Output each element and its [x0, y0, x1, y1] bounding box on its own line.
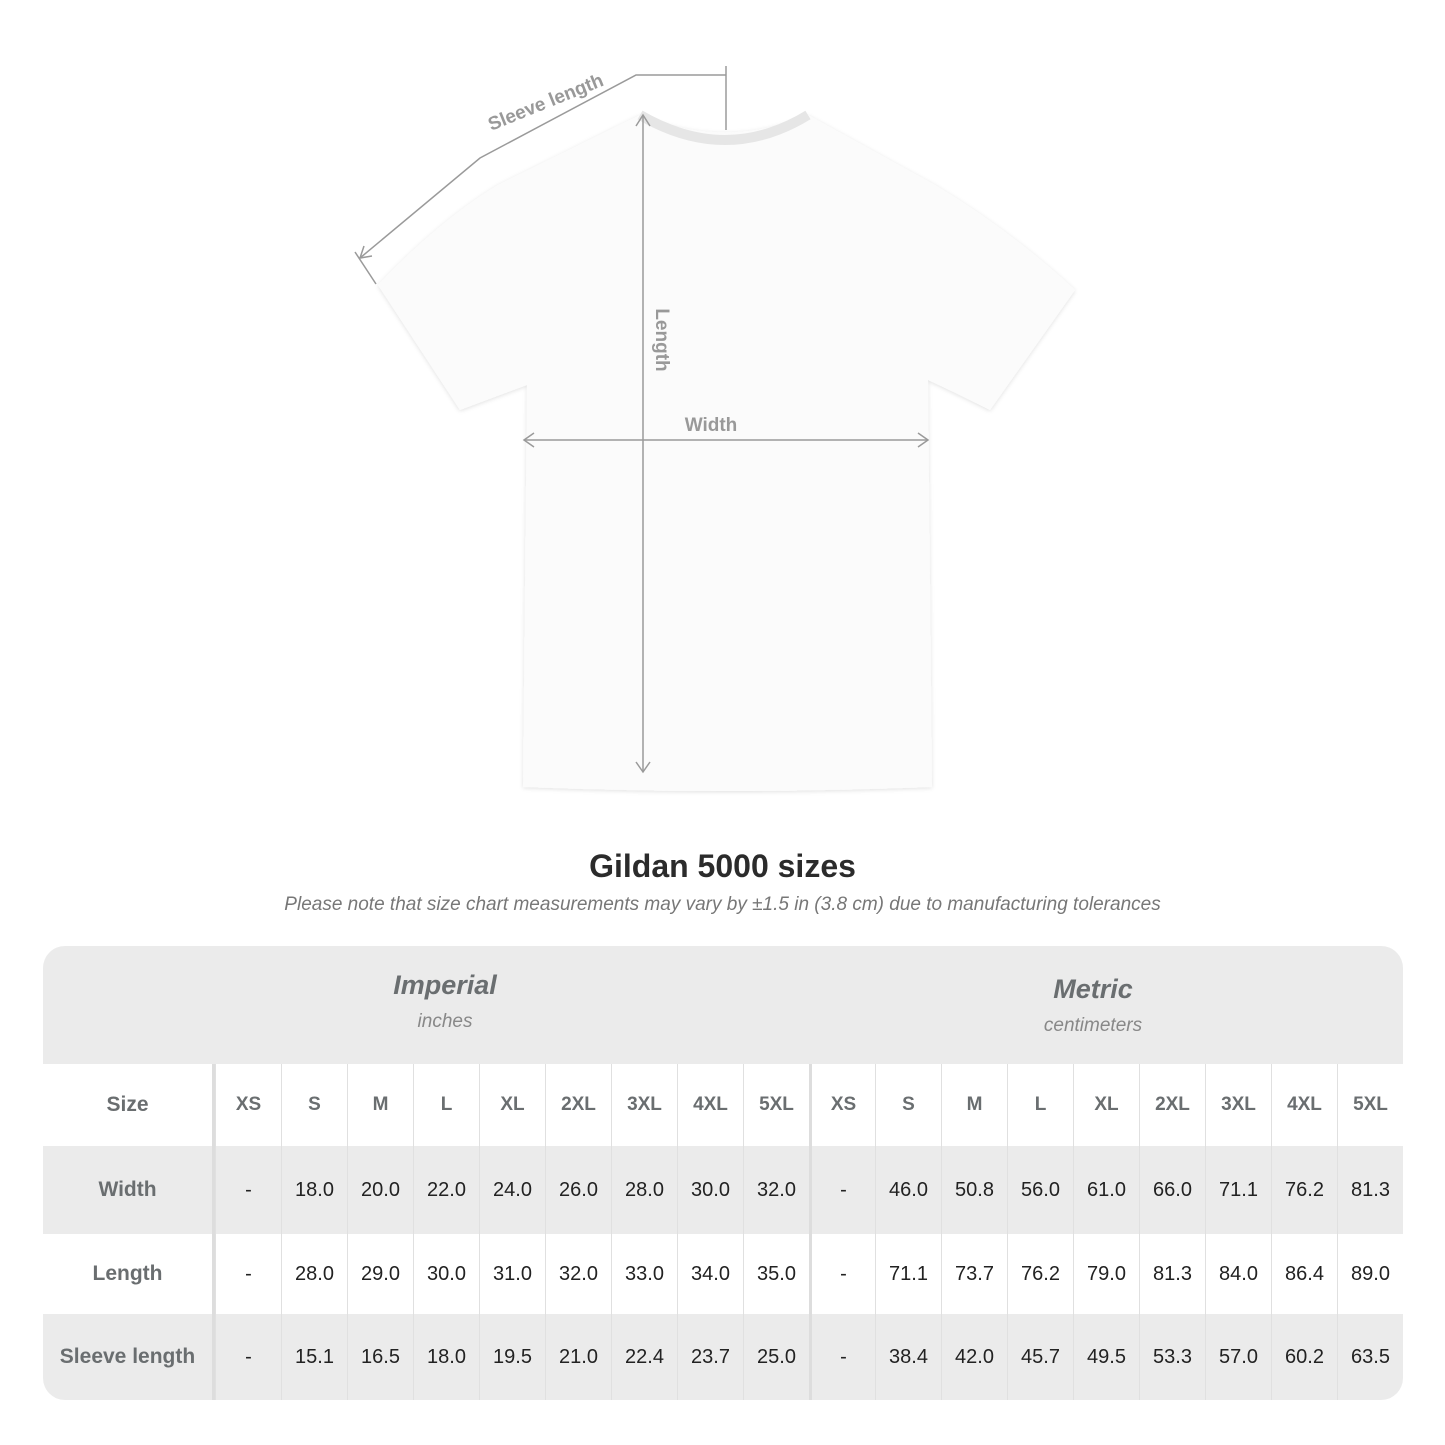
tshirt-shape — [378, 115, 1075, 791]
table-cell: 86.4 — [1271, 1234, 1337, 1314]
table-cell: 42.0 — [941, 1314, 1007, 1400]
table-cell: - — [215, 1314, 281, 1400]
row-label: Size — [43, 1064, 215, 1146]
size-header-cell: 4XL — [677, 1064, 743, 1146]
table-cell: 28.0 — [281, 1234, 347, 1314]
size-header-cell: XS — [809, 1064, 875, 1146]
size-header-cell: 2XL — [1139, 1064, 1205, 1146]
table-cell: 29.0 — [347, 1234, 413, 1314]
size-header-cell: 3XL — [1205, 1064, 1271, 1146]
table-cell: 57.0 — [1205, 1314, 1271, 1400]
size-header-cell: 2XL — [545, 1064, 611, 1146]
table-cell: 60.2 — [1271, 1314, 1337, 1400]
table-cell: 53.3 — [1139, 1314, 1205, 1400]
table-cell: 19.5 — [479, 1314, 545, 1400]
table-cell: 66.0 — [1139, 1146, 1205, 1234]
tolerance-note: Please note that size chart measurements… — [284, 894, 1161, 915]
table-cell: - — [809, 1234, 875, 1314]
table-cell: 81.3 — [1139, 1234, 1205, 1314]
table-cell: 25.0 — [743, 1314, 809, 1400]
table-cell: 15.1 — [281, 1314, 347, 1400]
table-cell: 56.0 — [1007, 1146, 1073, 1234]
page-title: Gildan 5000 sizes — [589, 848, 856, 884]
size-header-cell: 5XL — [743, 1064, 809, 1146]
size-header-cell: XS — [215, 1064, 281, 1146]
table-cell: - — [809, 1146, 875, 1234]
imperial-title: Imperial — [393, 970, 497, 1000]
row-label: Length — [43, 1234, 215, 1314]
tshirt-diagram: Sleeve length Length Width — [354, 66, 1075, 791]
imperial-header: Imperial inches — [43, 970, 847, 1033]
table-cell: 71.1 — [875, 1234, 941, 1314]
size-header-cell: S — [281, 1064, 347, 1146]
size-header-row: Size XS S M L XL 2XL 3XL 4XL 5XL XS S M L XL 2XL 3XL 4XL 5… — [43, 1064, 1403, 1146]
table-cell: 34.0 — [677, 1234, 743, 1314]
table-cell: 16.5 — [347, 1314, 413, 1400]
table-row: Length -28.0 29.0 30.0 31.0 32.0 33.0 34.0 35.0-… — [43, 1234, 1403, 1314]
table-cell: 28.0 — [611, 1146, 677, 1234]
length-label: Length — [651, 308, 672, 371]
table-cell: 76.2 — [1271, 1146, 1337, 1234]
table-cell: 35.0 — [743, 1234, 809, 1314]
size-header-cell: XL — [479, 1064, 545, 1146]
table-cell: 81.3 — [1337, 1146, 1403, 1234]
table-cell: - — [809, 1314, 875, 1400]
table-cell: 22.4 — [611, 1314, 677, 1400]
size-header-cell: S — [875, 1064, 941, 1146]
size-header-cell: 3XL — [611, 1064, 677, 1146]
table-cell: 26.0 — [545, 1146, 611, 1234]
table-cell: 84.0 — [1205, 1234, 1271, 1314]
table-cell: 45.7 — [1007, 1314, 1073, 1400]
table-cell: 61.0 — [1073, 1146, 1139, 1234]
row-label: Width — [43, 1146, 215, 1234]
size-header-cell: L — [1007, 1064, 1073, 1146]
width-label: Width — [685, 415, 738, 436]
size-header-cell: 5XL — [1337, 1064, 1403, 1146]
metric-header: Metric centimeters — [809, 974, 1377, 1037]
table-cell: 30.0 — [677, 1146, 743, 1234]
table-row: Width -18.0 20.0 22.0 24.0 26.0 28.0 30.0 32.0-4… — [43, 1146, 1403, 1234]
table-cell: 71.1 — [1205, 1146, 1271, 1234]
table-cell: 31.0 — [479, 1234, 545, 1314]
table-cell: 20.0 — [347, 1146, 413, 1234]
table-cell: 32.0 — [743, 1146, 809, 1234]
row-label: Sleeve length — [43, 1314, 215, 1400]
table-cell: 21.0 — [545, 1314, 611, 1400]
table-cell: 23.7 — [677, 1314, 743, 1400]
sleeve-line — [359, 74, 726, 259]
table-cell: 50.8 — [941, 1146, 1007, 1234]
size-header-cell: XL — [1073, 1064, 1139, 1146]
table-cell: 30.0 — [413, 1234, 479, 1314]
table-cell: 76.2 — [1007, 1234, 1073, 1314]
table-cell: 24.0 — [479, 1146, 545, 1234]
table-cell: - — [215, 1146, 281, 1234]
table-cell: 73.7 — [941, 1234, 1007, 1314]
table-cell: 79.0 — [1073, 1234, 1139, 1314]
size-header-cell: 4XL — [1271, 1064, 1337, 1146]
table-cell: 63.5 — [1337, 1314, 1403, 1400]
imperial-unit: inches — [417, 1011, 473, 1032]
metric-title: Metric — [1053, 974, 1133, 1004]
table-cell: 49.5 — [1073, 1314, 1139, 1400]
table-cell: 18.0 — [413, 1314, 479, 1400]
metric-unit: centimeters — [1043, 1015, 1143, 1036]
table-cell: 89.0 — [1337, 1234, 1403, 1314]
sleeve-length-label: Sleeve length — [485, 70, 606, 135]
table-cell: - — [215, 1234, 281, 1314]
table-cell: 38.4 — [875, 1314, 941, 1400]
table-row: Sleeve length -15.1 16.5 18.0 19.5 21.0 22.4 23… — [43, 1314, 1403, 1400]
table-cell: 18.0 — [281, 1146, 347, 1234]
unit-header: Imperial inches Metric centimeters — [43, 946, 1403, 1064]
size-header-cell: M — [941, 1064, 1007, 1146]
table-cell: 33.0 — [611, 1234, 677, 1314]
size-header-cell: L — [413, 1064, 479, 1146]
table-cell: 46.0 — [875, 1146, 941, 1234]
size-header-cell: M — [347, 1064, 413, 1146]
size-table: Imperial inches Metric centimeters Size X… — [43, 946, 1403, 1400]
table-cell: 32.0 — [545, 1234, 611, 1314]
table-cell: 22.0 — [413, 1146, 479, 1234]
